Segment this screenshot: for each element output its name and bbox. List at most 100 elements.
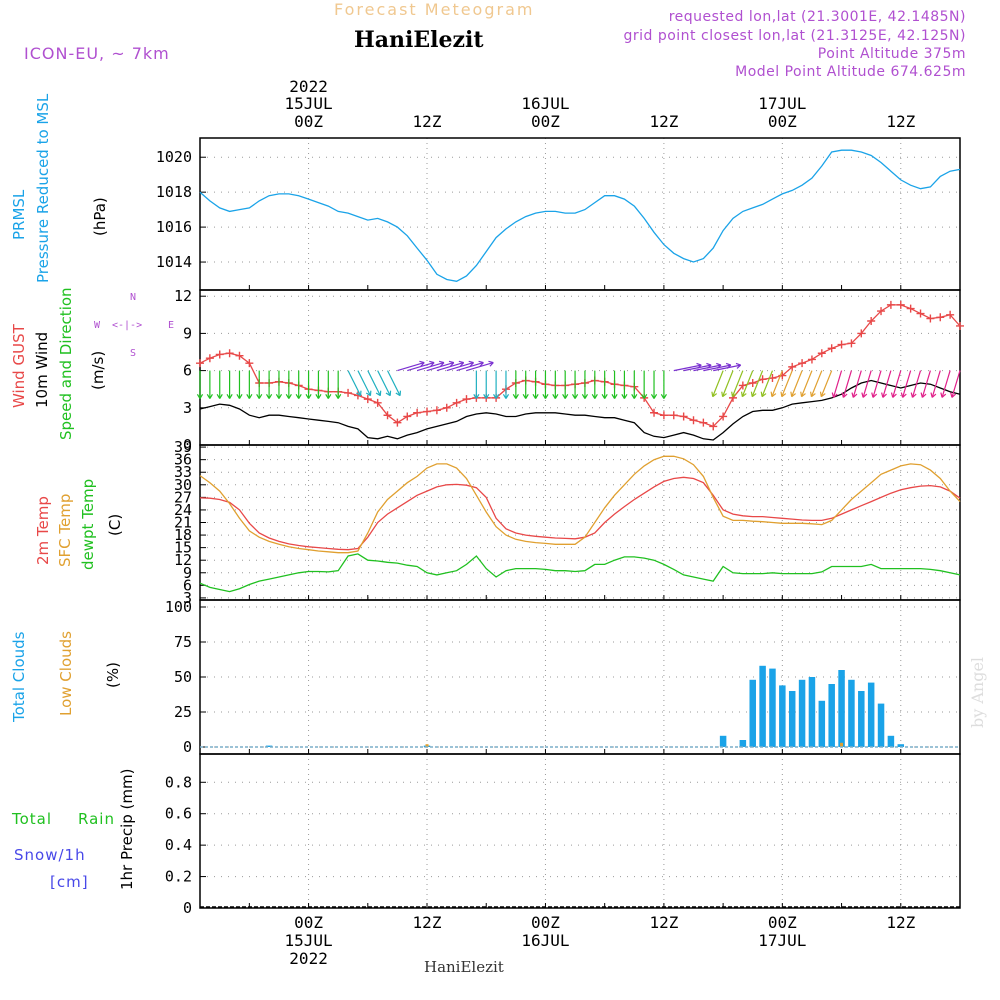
- wind-arrow-head: [861, 392, 868, 398]
- model-label: ICON-EU, ~ 7km: [24, 44, 170, 63]
- gust-point: [363, 395, 372, 404]
- wind-arrow: [456, 361, 484, 372]
- wind-arrow: [416, 361, 445, 372]
- wind-arrow-head: [950, 392, 957, 398]
- gust-point: [946, 310, 955, 319]
- gust-point: [650, 408, 659, 417]
- grid-point-coords: grid point closest lon,lat (21.3125E, 42…: [623, 28, 966, 44]
- wind-arrow-head: [448, 360, 455, 367]
- wind-arrow: [712, 370, 724, 397]
- gust-point: [886, 300, 895, 309]
- wind-arrow-head: [542, 394, 549, 399]
- wind-arrow: [800, 370, 813, 397]
- wind-arrow-head: [581, 394, 589, 399]
- wind-arrow-head: [881, 392, 887, 398]
- wind-arrow-head: [810, 391, 816, 398]
- gust-point: [936, 313, 945, 322]
- ytick-label-wind: 9: [183, 324, 192, 342]
- bottom-hour-label: 00Z: [531, 913, 560, 932]
- ytick-label-precipitation: 0: [183, 899, 192, 917]
- bar-total-clouds: [848, 679, 855, 747]
- ytick-label-temperature: 12: [174, 551, 192, 569]
- bar-total-clouds: [887, 735, 895, 747]
- gust-point: [867, 317, 876, 325]
- gust-point: [659, 411, 668, 420]
- gust-point: [413, 408, 422, 417]
- ytick-label-temperature: 33: [174, 463, 192, 481]
- panel-frame-temperature: [199, 444, 961, 601]
- location-title: HaniElezit: [354, 27, 484, 53]
- ytick-label-wind: 6: [183, 362, 192, 380]
- gust-point: [798, 359, 807, 368]
- wind-arrow-head: [216, 394, 223, 399]
- wind-arrow-head: [256, 394, 263, 399]
- ytick-label-temperature: 3: [183, 589, 192, 607]
- wind-arrow: [810, 370, 823, 397]
- compass-e: E: [168, 320, 175, 331]
- ytick-label-clouds: 0: [183, 738, 192, 756]
- ytick-label-precipitation: 0.2: [165, 868, 192, 886]
- wind-arrow: [911, 370, 922, 398]
- gust-point: [403, 412, 412, 421]
- gust-point: [847, 339, 856, 348]
- snow-unit-label: [cm]: [50, 873, 89, 891]
- compass-s: S: [130, 348, 137, 359]
- gust-point: [906, 304, 915, 313]
- gust-point: [669, 411, 678, 420]
- gust-point: [196, 359, 204, 368]
- wind-arrow: [951, 370, 961, 398]
- top-hour-label: 00Z: [768, 112, 797, 131]
- top-hour-label: 00Z: [294, 112, 323, 131]
- total-label: Total: [12, 810, 53, 828]
- bar-total-clouds: [265, 745, 273, 747]
- wind-arrow: [357, 370, 371, 396]
- wind-arrow-head: [419, 360, 425, 367]
- bottom-hour-label: 00Z: [294, 913, 323, 932]
- gust-point: [452, 398, 461, 407]
- wind-arrow: [761, 370, 774, 397]
- wind-arrow-head: [478, 360, 484, 367]
- wind-arrow-head: [910, 392, 917, 398]
- wind-arrow-head: [246, 394, 253, 399]
- gust-point: [896, 300, 905, 309]
- bar-total-clouds: [759, 665, 766, 747]
- ytick-label-pressure: 1020: [156, 148, 192, 166]
- requested-coords: requested lon,lat (21.3001E, 42.1485N): [668, 9, 966, 25]
- ytick-label-temperature: 39: [174, 438, 192, 456]
- bar-total-clouds: [719, 735, 727, 747]
- gust-point: [679, 412, 688, 421]
- ytick-label-temperature: 6: [183, 576, 192, 594]
- bar-total-clouds: [858, 691, 865, 747]
- wind-arrow: [872, 370, 882, 398]
- wind-arrow: [832, 370, 843, 398]
- gust-point: [373, 398, 382, 407]
- gust-point: [393, 418, 402, 427]
- wind-arrow-head: [488, 360, 494, 367]
- bottom-hour-label: 12Z: [886, 913, 915, 932]
- wind-arrow-head: [601, 394, 608, 399]
- wind-arrow: [722, 370, 734, 397]
- wind-arrow: [741, 370, 754, 397]
- wind-arrow-head: [552, 394, 559, 399]
- wind-arrow-head: [871, 392, 878, 398]
- wind-arrow-head: [438, 360, 445, 367]
- gust-point: [788, 362, 797, 371]
- wind-arrow: [882, 370, 892, 398]
- wind-arrow-head: [275, 394, 283, 399]
- gust-point: [807, 355, 816, 364]
- ytick-label-clouds: 25: [174, 703, 192, 721]
- series-sfc-temp: [199, 455, 961, 554]
- wind-arrow: [921, 370, 931, 398]
- model-altitude: Model Point Altitude 674.625m: [735, 64, 966, 80]
- wind-arrow-head: [631, 394, 638, 399]
- compass-n: N: [130, 292, 137, 303]
- bottom-date-label: 16JUL: [521, 931, 569, 950]
- point-altitude: Point Altitude 375m: [817, 46, 966, 62]
- bottom-hour-label: 12Z: [413, 913, 442, 932]
- ytick-label-temperature: 36: [174, 451, 192, 469]
- bar-low-clouds: [840, 742, 844, 747]
- bar-total-clouds: [867, 682, 875, 747]
- wind-arrow: [931, 370, 941, 398]
- bar-total-clouds: [877, 703, 885, 747]
